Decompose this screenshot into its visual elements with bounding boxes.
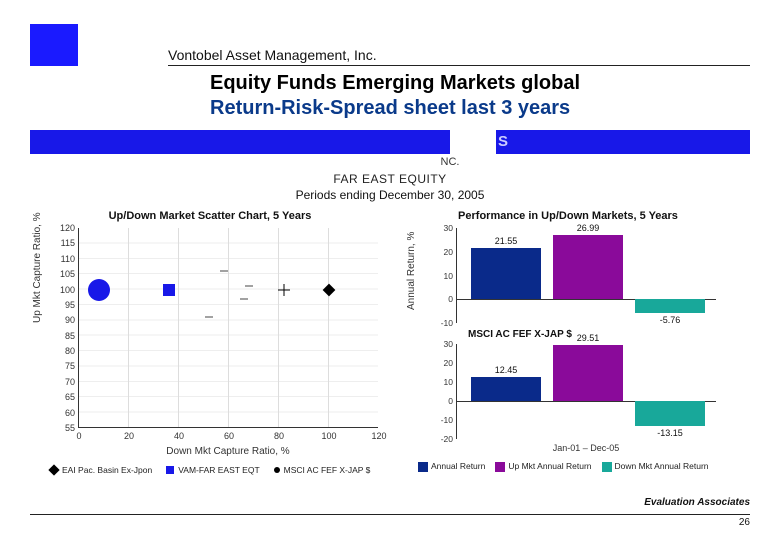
- scatter-point: [220, 271, 228, 272]
- bar-value-label: 26.99: [577, 223, 600, 233]
- bars-ylabel: Annual Return, %: [406, 232, 417, 310]
- scatter-point: [278, 284, 290, 296]
- bar-letter: S: [498, 133, 508, 150]
- slide-title-line1: Equity Funds Emerging Markets global: [210, 72, 750, 95]
- bar: [553, 345, 623, 401]
- slide-title-line2: Return-Risk-Spread sheet last 3 years: [210, 97, 750, 120]
- scatter-point: [205, 317, 213, 318]
- scatter-legend: EAI Pac. Basin Ex-JponVAM-FAR EAST EQTMS…: [50, 465, 390, 475]
- chart-group-title: FAR EAST EQUITY: [0, 172, 780, 186]
- bar-value-label: -13.15: [657, 428, 683, 438]
- scatter-point: [245, 286, 253, 287]
- scatter-point: [323, 283, 336, 296]
- bar-value-label: 12.45: [495, 365, 518, 375]
- bargroup: -20-10010203012.4529.51-13.15: [456, 344, 716, 439]
- bar-value-label: 21.55: [495, 236, 518, 246]
- bar-value-label: -5.76: [660, 315, 681, 325]
- page-number: 26: [30, 517, 750, 528]
- bars-legend: Annual ReturnUp Mkt Annual ReturnDown Mk…: [418, 461, 728, 472]
- footer: Evaluation Associates 26: [30, 497, 750, 528]
- footer-rule: [30, 514, 750, 515]
- scatter-point: [163, 284, 175, 296]
- bar: [635, 401, 705, 426]
- scatter-point: [240, 298, 248, 299]
- bar-value-label: 29.51: [577, 333, 600, 343]
- bars-panel: Performance in Up/Down Markets, 5 Years …: [408, 210, 728, 475]
- bar-subtext: NC.: [0, 156, 780, 168]
- scatter-point: [88, 279, 110, 301]
- charts-row: Up/Down Market Scatter Chart, 5 Years Up…: [0, 202, 780, 475]
- scatter-plot-area: 5560657075808590951001051101151200204060…: [78, 228, 378, 428]
- bargroup: -10010203021.5526.99-5.76: [456, 228, 716, 323]
- bar: [635, 299, 705, 313]
- slide-title-block: Equity Funds Emerging Markets global Ret…: [0, 66, 780, 124]
- bars-plot-area: -10010203021.5526.99-5.76MSCI AC FEF X-J…: [408, 228, 728, 453]
- attribution: Evaluation Associates: [30, 497, 750, 508]
- divider-bar: S: [30, 130, 750, 154]
- brand-logo: [30, 24, 78, 66]
- bar: [553, 235, 623, 299]
- scatter-xlabel: Down Mkt Capture Ratio, %: [78, 446, 378, 457]
- brand-name: Vontobel Asset Management, Inc.: [168, 47, 750, 66]
- scatter-title: Up/Down Market Scatter Chart, 5 Years: [30, 210, 390, 222]
- bar: [471, 248, 541, 299]
- bars-title: Performance in Up/Down Markets, 5 Years: [408, 210, 728, 222]
- chart-group-subtitle: Periods ending December 30, 2005: [0, 188, 780, 202]
- bars-xcaption: Jan-01 – Dec-05: [456, 443, 716, 453]
- header: Vontobel Asset Management, Inc.: [0, 0, 780, 66]
- bar: [471, 377, 541, 401]
- scatter-panel: Up/Down Market Scatter Chart, 5 Years Up…: [30, 210, 390, 475]
- scatter-ylabel: Up Mkt Capture Ratio, %: [32, 212, 43, 323]
